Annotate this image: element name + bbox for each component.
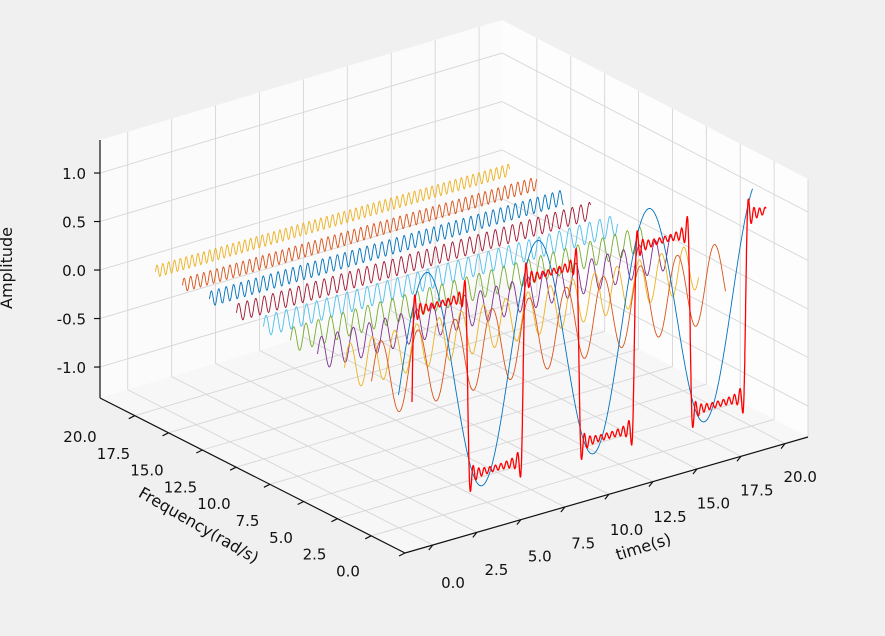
- time-tick-label: 7.5: [571, 534, 595, 552]
- grid-line-time: [127, 389, 434, 546]
- frequency-tick: [398, 552, 406, 557]
- z-tick-label: -1.0: [57, 359, 86, 377]
- harmonic-curve-19: [155, 163, 510, 277]
- frequency-tick: [162, 432, 169, 437]
- grid-line-frequency: [235, 348, 639, 468]
- harmonic-curve-17: [182, 178, 537, 292]
- frequency-tick: [297, 500, 304, 506]
- frequency-tick: [263, 483, 271, 488]
- frequency-tick: [229, 466, 237, 471]
- z-tick-label: 1.0: [62, 165, 86, 183]
- tick-labels: 1.00.50.0-0.5-1.00.02.55.07.510.012.515.…: [57, 165, 817, 592]
- time-tick: [560, 506, 566, 513]
- grid-line-amplitude: [99, 101, 503, 222]
- grid-line-amplitude: [501, 101, 809, 261]
- frequency-tick-label: 15.0: [130, 462, 163, 480]
- grid-line-time: [478, 284, 786, 445]
- grid-line-time: [391, 310, 698, 470]
- time-tick: [780, 443, 786, 449]
- time-tick-label: 15.0: [697, 495, 730, 513]
- grid-line-time: [347, 323, 654, 483]
- grid-line-frequency: [303, 383, 707, 502]
- frequency-tick-label: 7.5: [236, 512, 260, 530]
- harmonic-curve-15: [209, 190, 564, 306]
- frequency-tick-label: 17.5: [97, 445, 130, 463]
- time-tick: [648, 481, 654, 488]
- frequency-axis-line: [99, 397, 406, 554]
- time-tick: [428, 544, 434, 551]
- grid-line-amplitude: [501, 198, 809, 358]
- frequency-tick: [196, 449, 203, 454]
- floor-pane: [100, 278, 808, 553]
- time-tick: [736, 455, 742, 462]
- time-tick: [472, 531, 478, 538]
- grid-line-time: [434, 297, 742, 457]
- grid-line-frequency: [269, 366, 673, 485]
- frequency-tick-label: 5.0: [269, 529, 293, 547]
- harmonic-curve-3: [371, 244, 726, 413]
- harmonic-curve-13: [236, 202, 591, 321]
- time-tick: [604, 493, 610, 500]
- grid-line-amplitude: [99, 149, 503, 271]
- grid-line-amplitude: [501, 149, 809, 310]
- grid-line-amplitude: [99, 52, 503, 174]
- grid-line-time: [171, 376, 478, 533]
- time-tick: [692, 468, 698, 475]
- grid-line-frequency: [337, 401, 741, 520]
- grid-line-amplitude: [99, 246, 503, 368]
- z-tick-label: 0.5: [62, 214, 86, 232]
- axis-lines: [94, 140, 809, 557]
- time-tick-label: 12.5: [653, 508, 686, 526]
- frequency-tick: [331, 518, 338, 523]
- grid-line-amplitude: [99, 198, 503, 319]
- time-tick-label: 17.5: [740, 481, 773, 499]
- grid-line-frequency: [371, 418, 775, 537]
- grid-line-amplitude: [501, 246, 809, 407]
- grid-line-frequency: [202, 330, 605, 451]
- frequency-tick-label: 2.5: [303, 546, 327, 564]
- frequency-tick: [364, 535, 372, 540]
- grid-line-frequency: [168, 313, 571, 434]
- back-left-pane: [100, 20, 502, 398]
- axes-panes: [100, 20, 808, 553]
- back-right-pane: [502, 20, 808, 437]
- z-tick-label: -0.5: [57, 311, 86, 329]
- harmonic-curve-11: [263, 216, 618, 336]
- grid-line-time: [259, 349, 566, 508]
- grid-line-frequency: [134, 295, 538, 417]
- frequency-tick-label: 10.0: [197, 495, 230, 513]
- time-tick-label: 10.0: [610, 521, 643, 539]
- frequency-tick-label: 20.0: [63, 428, 96, 446]
- harmonic-curve-9: [290, 226, 645, 351]
- frequency-tick-label: 12.5: [164, 478, 197, 496]
- data-curves: [155, 163, 767, 493]
- frequency-tick: [128, 415, 136, 420]
- grid-line-amplitude: [501, 52, 809, 213]
- z-axis-label: Amplitude: [0, 227, 16, 309]
- grid-line-time: [215, 363, 522, 521]
- frequency-tick-label: 0.0: [336, 562, 360, 580]
- grid-line-time: [303, 336, 610, 495]
- time-tick-label: 2.5: [484, 561, 508, 579]
- time-tick: [516, 519, 522, 526]
- z-tick-label: 0.0: [62, 262, 86, 280]
- harmonic-curve-5: [344, 246, 699, 387]
- harmonic-curve-1: [398, 188, 753, 487]
- time-tick-label: 20.0: [783, 468, 816, 486]
- sum-curve: [411, 198, 767, 493]
- time-tick-label: 5.0: [528, 548, 552, 566]
- time-tick-label: 0.0: [441, 574, 465, 592]
